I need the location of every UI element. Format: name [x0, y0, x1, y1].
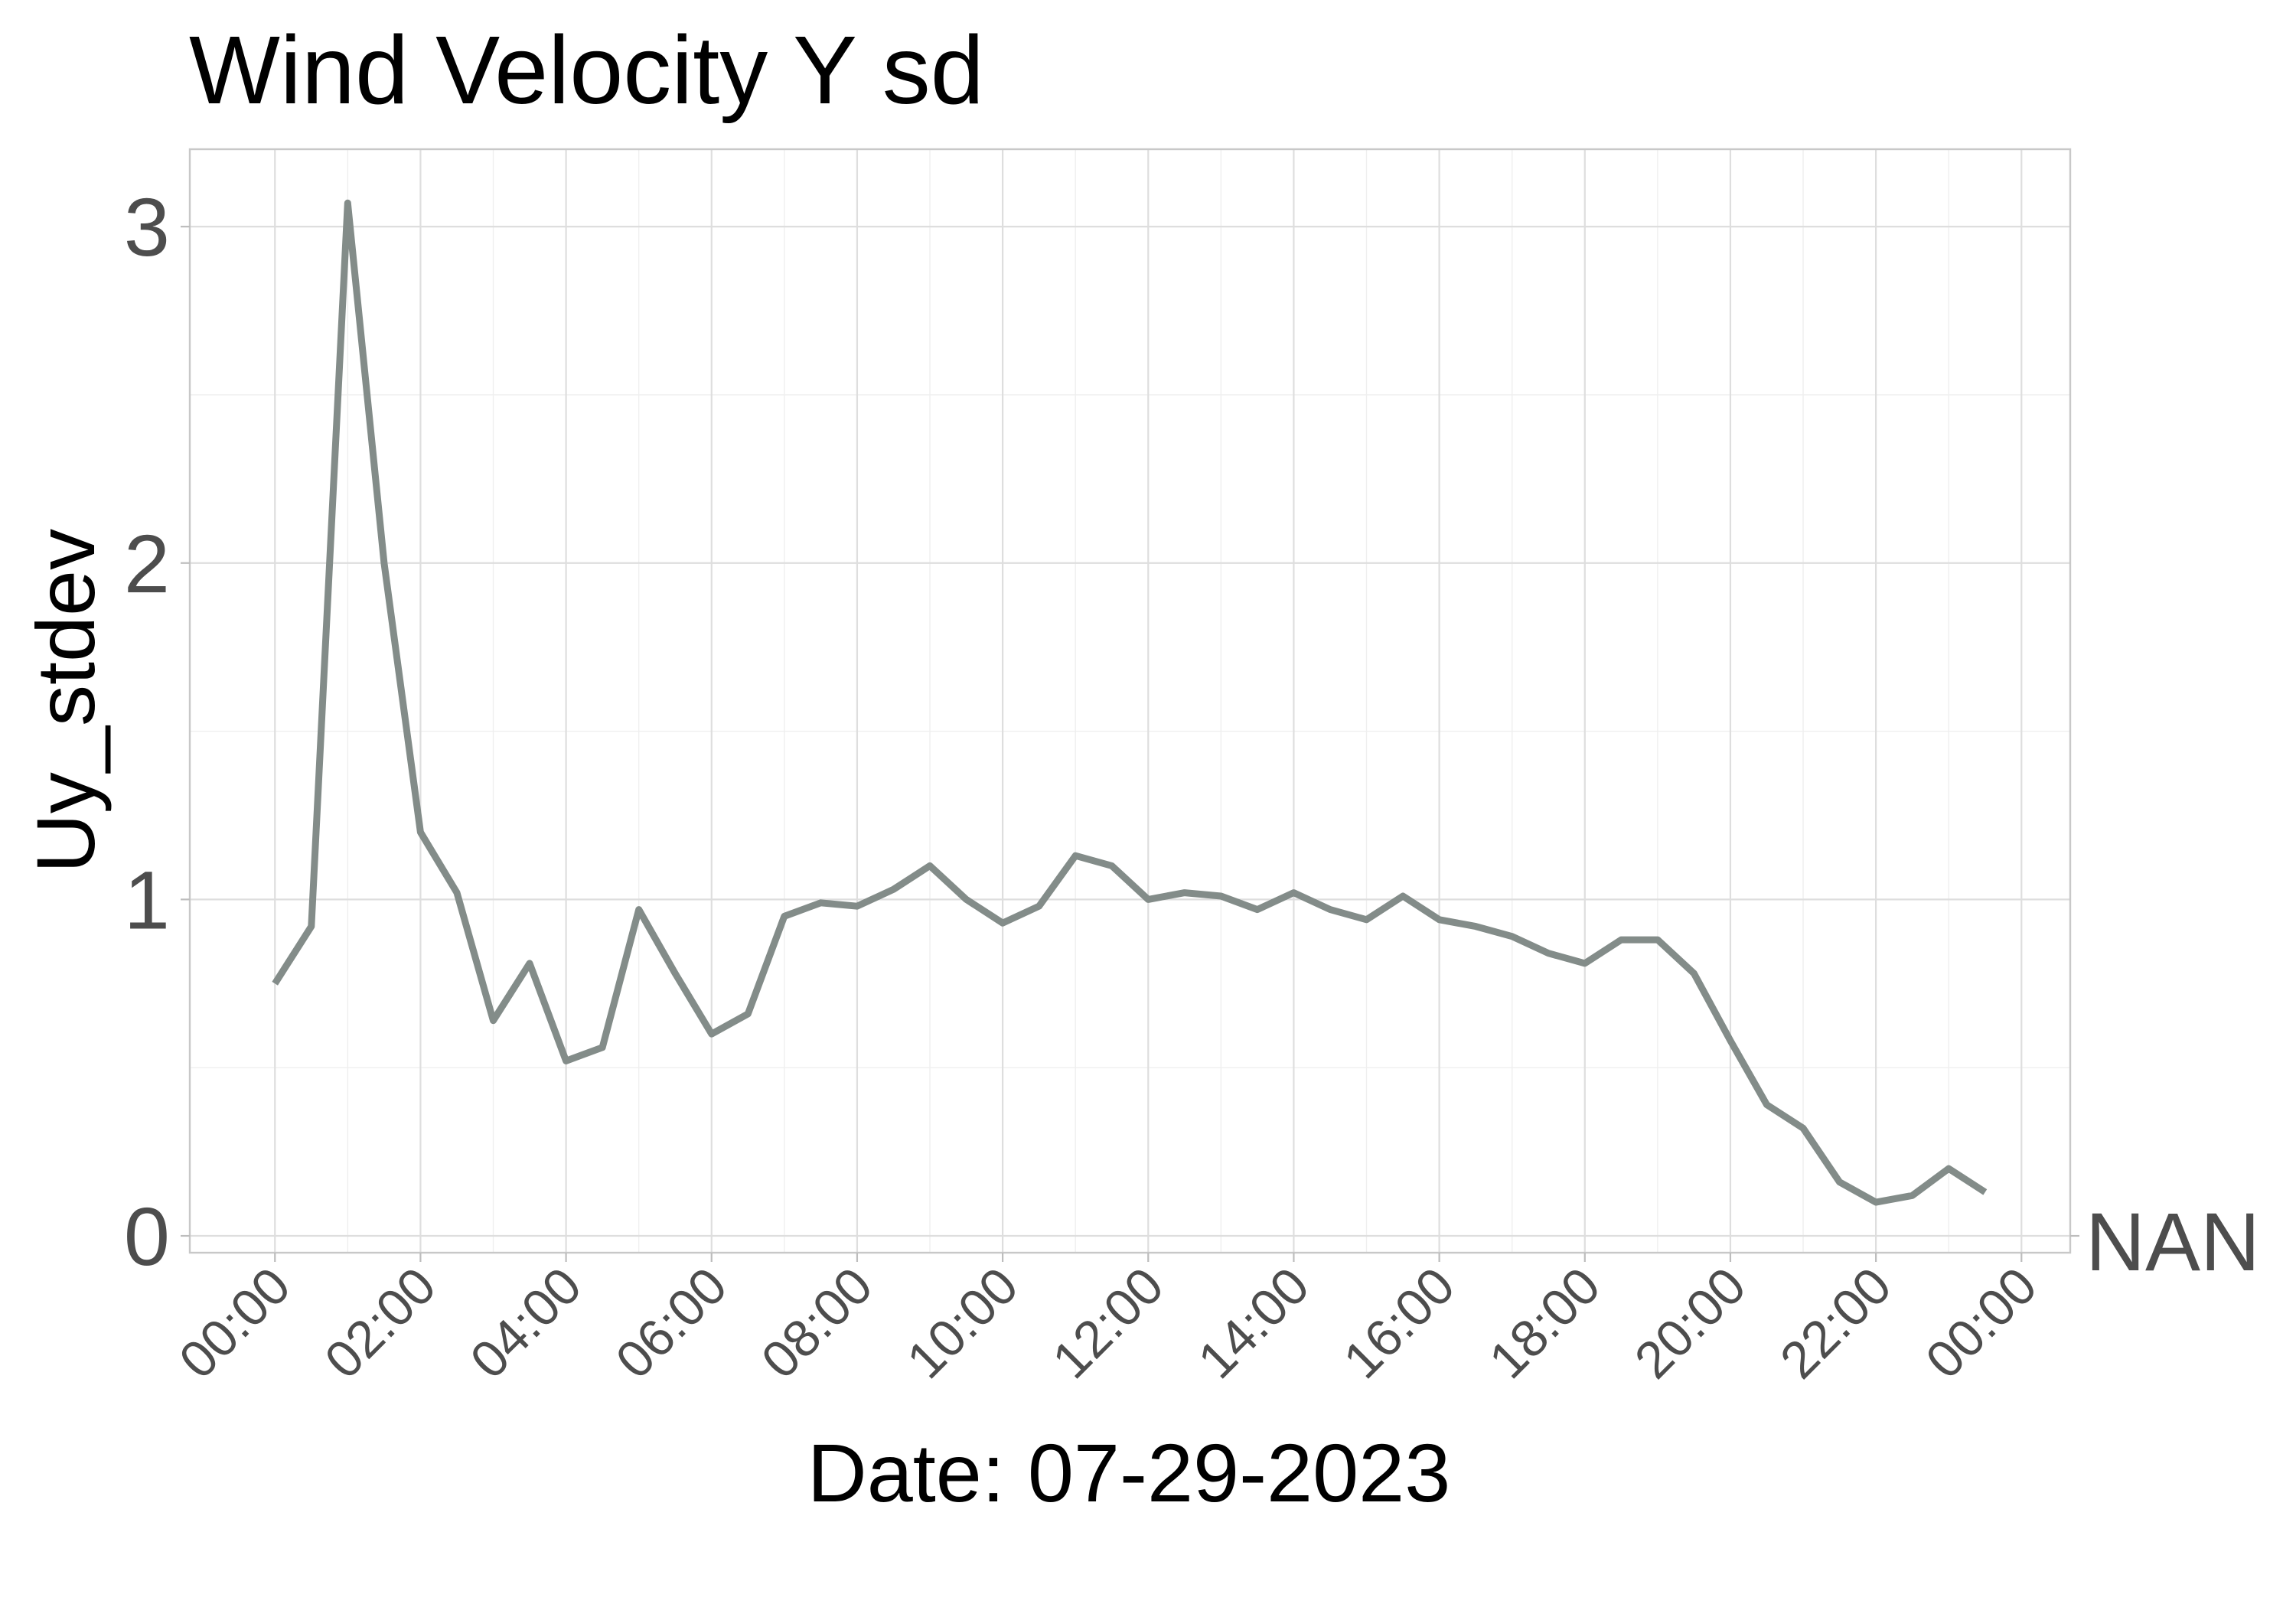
x-tick-label: 20:00 [1623, 1257, 1756, 1390]
x-tick-label: 02:00 [314, 1257, 447, 1390]
x-tick-label: 08:00 [750, 1257, 883, 1390]
x-tick-label: 18:00 [1478, 1257, 1611, 1390]
series-line [272, 199, 1988, 1206]
grid [190, 149, 2070, 1253]
x-tick-label: 00:00 [168, 1257, 302, 1390]
x-tick-label: 22:00 [1769, 1257, 1903, 1390]
y-tick-label: 3 [124, 181, 170, 273]
na-label: NAN [2086, 1195, 2260, 1288]
x-tick-label: 14:00 [1187, 1257, 1320, 1390]
panel-border [188, 148, 2072, 1254]
x-tick-label: 12:00 [1042, 1257, 1175, 1390]
x-tick-label: 16:00 [1332, 1257, 1466, 1390]
y-tick-label: 2 [124, 517, 170, 610]
x-tick-label: 04:00 [459, 1257, 592, 1390]
x-tick-label: 00:00 [1915, 1257, 2048, 1390]
x-tick-label: 10:00 [896, 1257, 1029, 1390]
x-tick-label: 06:00 [605, 1257, 738, 1390]
y-tick-label: 0 [124, 1190, 170, 1283]
y-tick-label: 1 [124, 853, 170, 946]
chart-title: Wind Velocity Y sd [189, 16, 984, 124]
y-axis-title: Uy_stdev [19, 529, 112, 873]
x-axis-title: Date: 07-29-2023 [807, 1426, 1451, 1519]
data-series [272, 199, 1988, 1206]
